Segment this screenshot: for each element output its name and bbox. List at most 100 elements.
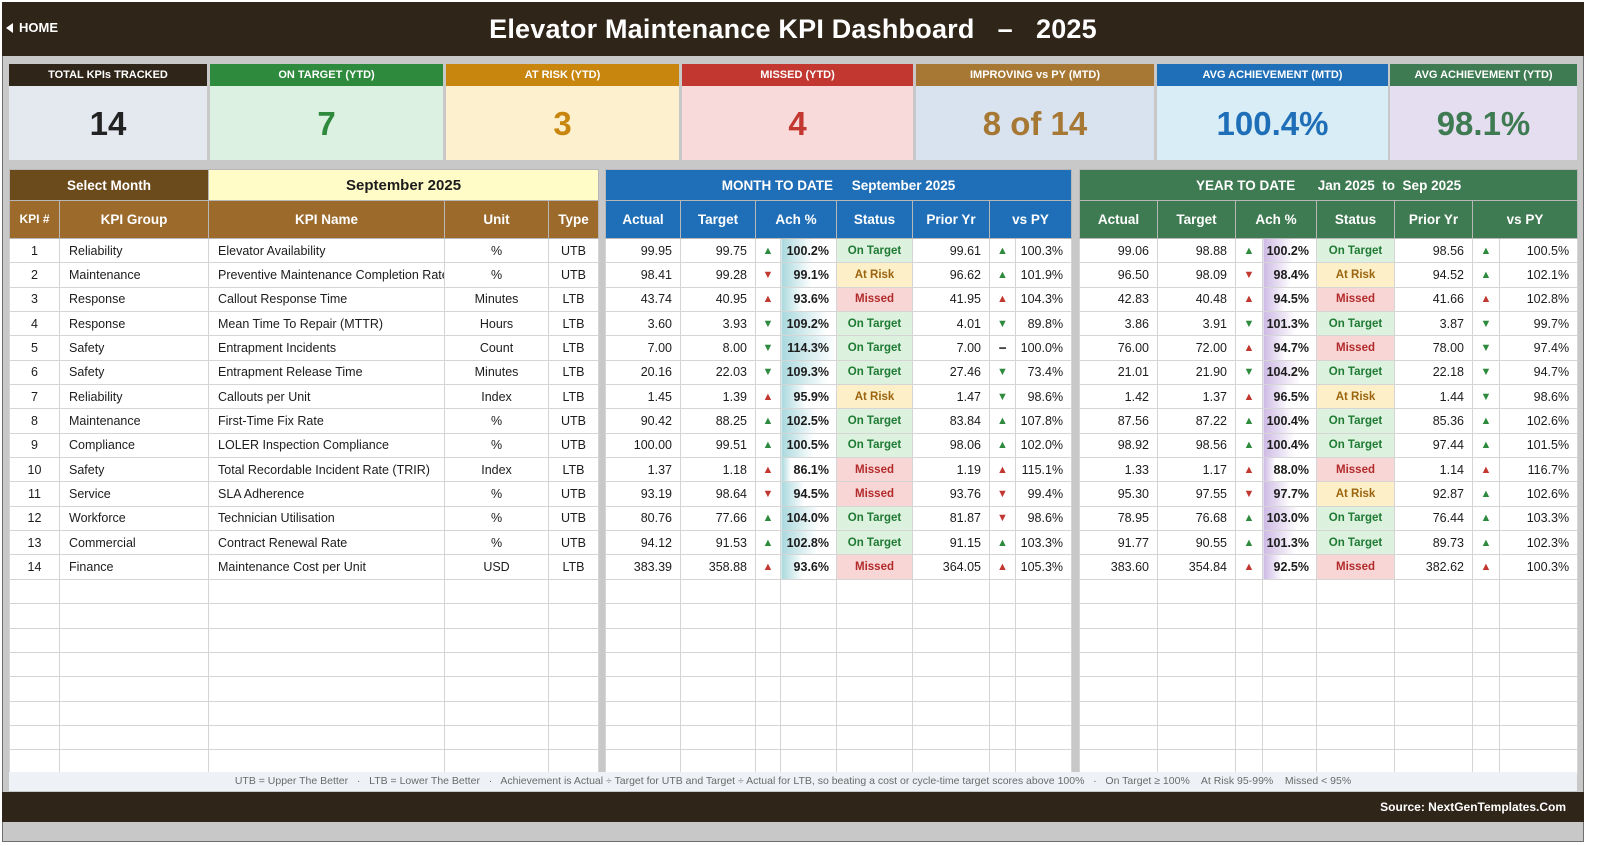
kpi-card-value: 8 of 14 [916, 86, 1154, 160]
kpi-name: Contract Renewal Rate [208, 530, 446, 556]
kpi-number: 7 [9, 384, 60, 410]
kpi-card: MISSED (YTD) 4 [682, 64, 913, 162]
mtd-ach-indicator: ▲ [755, 286, 781, 313]
mtd-ach-percent: 100.5% [780, 432, 837, 459]
flat-line-icon: ━ [999, 342, 1006, 355]
arrow-up-icon: ▲ [997, 561, 1008, 574]
arrow-down-icon: ▼ [762, 269, 774, 282]
table-row: 99.95 99.75 ▲ 100.2% On Target 99.61 ▲ 100.3% [605, 237, 1073, 264]
kpi-type: LTB [548, 311, 600, 337]
mtd-prior-year: 91.15 [912, 530, 990, 556]
mtd-ach-percent: 114.3% [780, 335, 837, 361]
mtd-status-badge: At Risk [836, 262, 913, 288]
empty-cell [548, 603, 600, 629]
kpi-card-label: MISSED (YTD) [682, 64, 913, 86]
empty-cell [1394, 603, 1473, 629]
empty-cell [836, 676, 913, 702]
empty-cell [1014, 749, 1073, 775]
mtd-ach-indicator: ▲ [755, 432, 781, 459]
ytd-vs-py: 102.6% [1498, 481, 1579, 507]
empty-cell [1014, 700, 1073, 726]
arrow-up-icon: ▲ [1480, 269, 1492, 282]
ytd-actual: 96.50 [1079, 262, 1158, 288]
empty-row [605, 724, 1073, 751]
mtd-prior-year: 364.05 [912, 554, 990, 580]
empty-row [605, 749, 1073, 775]
select-month-dropdown[interactable]: September 2025 [208, 169, 600, 201]
arrow-up-icon: ▲ [1480, 244, 1492, 257]
ytd-prior-year: 85.36 [1394, 408, 1473, 434]
arrow-up-icon: ▲ [762, 439, 774, 452]
mtd-actual: 80.76 [605, 505, 681, 532]
empty-cell [989, 676, 1016, 702]
table-row: 383.60 354.84 ▲ 92.5% Missed 382.62 ▲ 100.3% [1079, 554, 1579, 580]
empty-cell [1472, 700, 1500, 726]
home-button[interactable]: HOME [6, 20, 58, 35]
empty-cell [1498, 578, 1579, 605]
mtd-vspy-indicator: ▼ [989, 359, 1016, 386]
mtd-vspy-indicator: ▲ [989, 286, 1016, 313]
mtd-actual: 94.12 [605, 530, 681, 556]
empty-cell [1157, 700, 1236, 726]
mtd-target: 358.88 [680, 554, 756, 580]
kpi-card-value: 100.4% [1157, 86, 1388, 160]
ytd-actual: 1.42 [1079, 384, 1158, 410]
empty-cell [912, 578, 990, 605]
empty-cell [1394, 676, 1473, 702]
empty-cell [1262, 603, 1317, 629]
kpi-card: TOTAL KPIs TRACKED 14 [9, 64, 207, 162]
ytd-ach-percent: 88.0% [1262, 457, 1317, 483]
empty-cell [1014, 724, 1073, 751]
mtd-status-badge: On Target [836, 359, 913, 386]
ytd-prior-year: 97.44 [1394, 432, 1473, 459]
empty-cell [836, 603, 913, 629]
mtd-target: 98.64 [680, 481, 756, 507]
ytd-col-target: Target [1157, 200, 1236, 239]
table-row: 94.12 91.53 ▲ 102.8% On Target 91.15 ▲ 103.3% [605, 530, 1073, 556]
table-row: 99.06 98.88 ▲ 100.2% On Target 98.56 ▲ 100.5% [1079, 237, 1579, 264]
kpi-unit: Minutes [444, 286, 550, 313]
col-type: Type [548, 200, 600, 239]
arrow-up-icon: ▲ [1480, 293, 1492, 306]
ytd-vs-py: 103.3% [1498, 505, 1579, 532]
empty-cell [680, 749, 756, 775]
source-credit: Source: NextGenTemplates.Com [1380, 800, 1566, 814]
mtd-target: 1.18 [680, 457, 756, 483]
ytd-actual: 3.86 [1079, 311, 1158, 337]
empty-cell [548, 700, 600, 726]
empty-row [605, 627, 1073, 653]
empty-row [605, 603, 1073, 629]
mtd-vs-py: 103.3% [1014, 530, 1073, 556]
empty-cell [780, 603, 837, 629]
empty-cell [1262, 724, 1317, 751]
empty-cell [9, 578, 60, 605]
empty-cell [1157, 676, 1236, 702]
mtd-prior-year: 96.62 [912, 262, 990, 288]
arrow-up-icon: ▲ [762, 536, 774, 549]
ytd-ach-indicator: ▲ [1235, 408, 1263, 434]
kpi-group: Safety [58, 457, 210, 483]
mtd-actual: 3.60 [605, 311, 681, 337]
ytd-status-badge: On Target [1316, 432, 1395, 459]
empty-cell [1235, 700, 1263, 726]
arrow-up-icon: ▲ [1480, 512, 1492, 525]
kpi-type: LTB [548, 359, 600, 386]
ytd-ach-indicator: ▲ [1235, 286, 1263, 313]
empty-cell [989, 700, 1016, 726]
ytd-prior-year: 89.73 [1394, 530, 1473, 556]
ytd-ach-indicator: ▼ [1235, 481, 1263, 507]
mtd-actual: 1.37 [605, 457, 681, 483]
kpi-unit: Index [444, 384, 550, 410]
arrow-down-icon: ▼ [762, 488, 774, 501]
empty-cell [548, 749, 600, 775]
table-row: 98.41 99.28 ▼ 99.1% At Risk 96.62 ▲ 101.9% [605, 262, 1073, 288]
ytd-ach-percent: 103.0% [1262, 505, 1317, 532]
mtd-target: 88.25 [680, 408, 756, 434]
ytd-vs-py: 97.4% [1498, 335, 1579, 361]
mtd-prior-year: 1.19 [912, 457, 990, 483]
page-title: Elevator Maintenance KPI Dashboard – 202… [489, 14, 1097, 44]
kpi-number: 1 [9, 237, 60, 264]
mtd-ach-percent: 109.2% [780, 311, 837, 337]
ytd-vspy-indicator: ▲ [1472, 262, 1500, 288]
arrow-up-icon: ▲ [997, 244, 1008, 257]
